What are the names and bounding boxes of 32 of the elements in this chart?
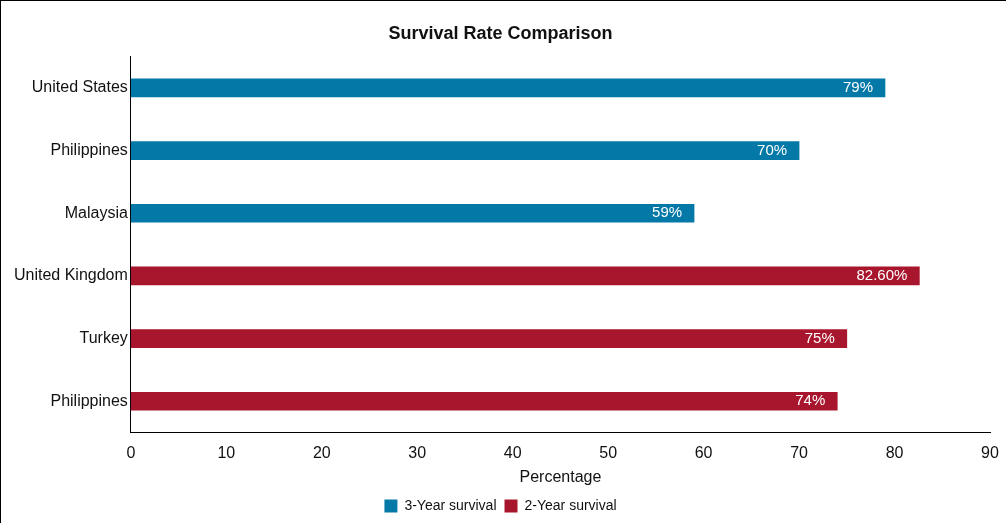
bar xyxy=(130,78,886,98)
chart-title: Survival Rate Comparison xyxy=(388,22,613,43)
legend-label: 2-Year survival xyxy=(524,496,617,513)
data-label: 79% xyxy=(842,78,873,96)
bar xyxy=(130,329,848,348)
data-label: 59% xyxy=(652,203,683,221)
y-tick-label: Philippines xyxy=(50,141,128,159)
y-tick-label: Turkey xyxy=(79,329,128,347)
x-tick-label: 40 xyxy=(503,443,522,461)
y-tick-label: United States xyxy=(31,78,128,96)
data-label: 74% xyxy=(795,391,826,409)
x-tick-label: 30 xyxy=(408,443,427,461)
data-label: 82.60% xyxy=(856,266,908,284)
x-tick-label: 50 xyxy=(599,443,618,461)
y-tick-label: United Kingdom xyxy=(14,266,128,284)
x-tick-label: 70 xyxy=(790,443,809,461)
bar xyxy=(130,141,800,160)
x-tick-label: 60 xyxy=(694,443,713,461)
y-tick-label: Malaysia xyxy=(64,203,128,221)
bar xyxy=(130,266,920,286)
x-axis-title: Percentage xyxy=(519,467,602,485)
legend-label: 3-Year survival xyxy=(404,496,497,513)
bar xyxy=(130,203,695,223)
x-tick-label: 20 xyxy=(312,443,331,461)
x-tick-label: 0 xyxy=(126,443,136,461)
x-tick-label: 90 xyxy=(981,443,999,461)
y-tick-label: Philippines xyxy=(50,391,128,409)
x-tick-label: 10 xyxy=(217,443,236,461)
data-label: 75% xyxy=(804,328,835,346)
bar xyxy=(130,391,838,411)
x-tick-label: 80 xyxy=(885,443,904,461)
data-label: 70% xyxy=(757,140,788,158)
